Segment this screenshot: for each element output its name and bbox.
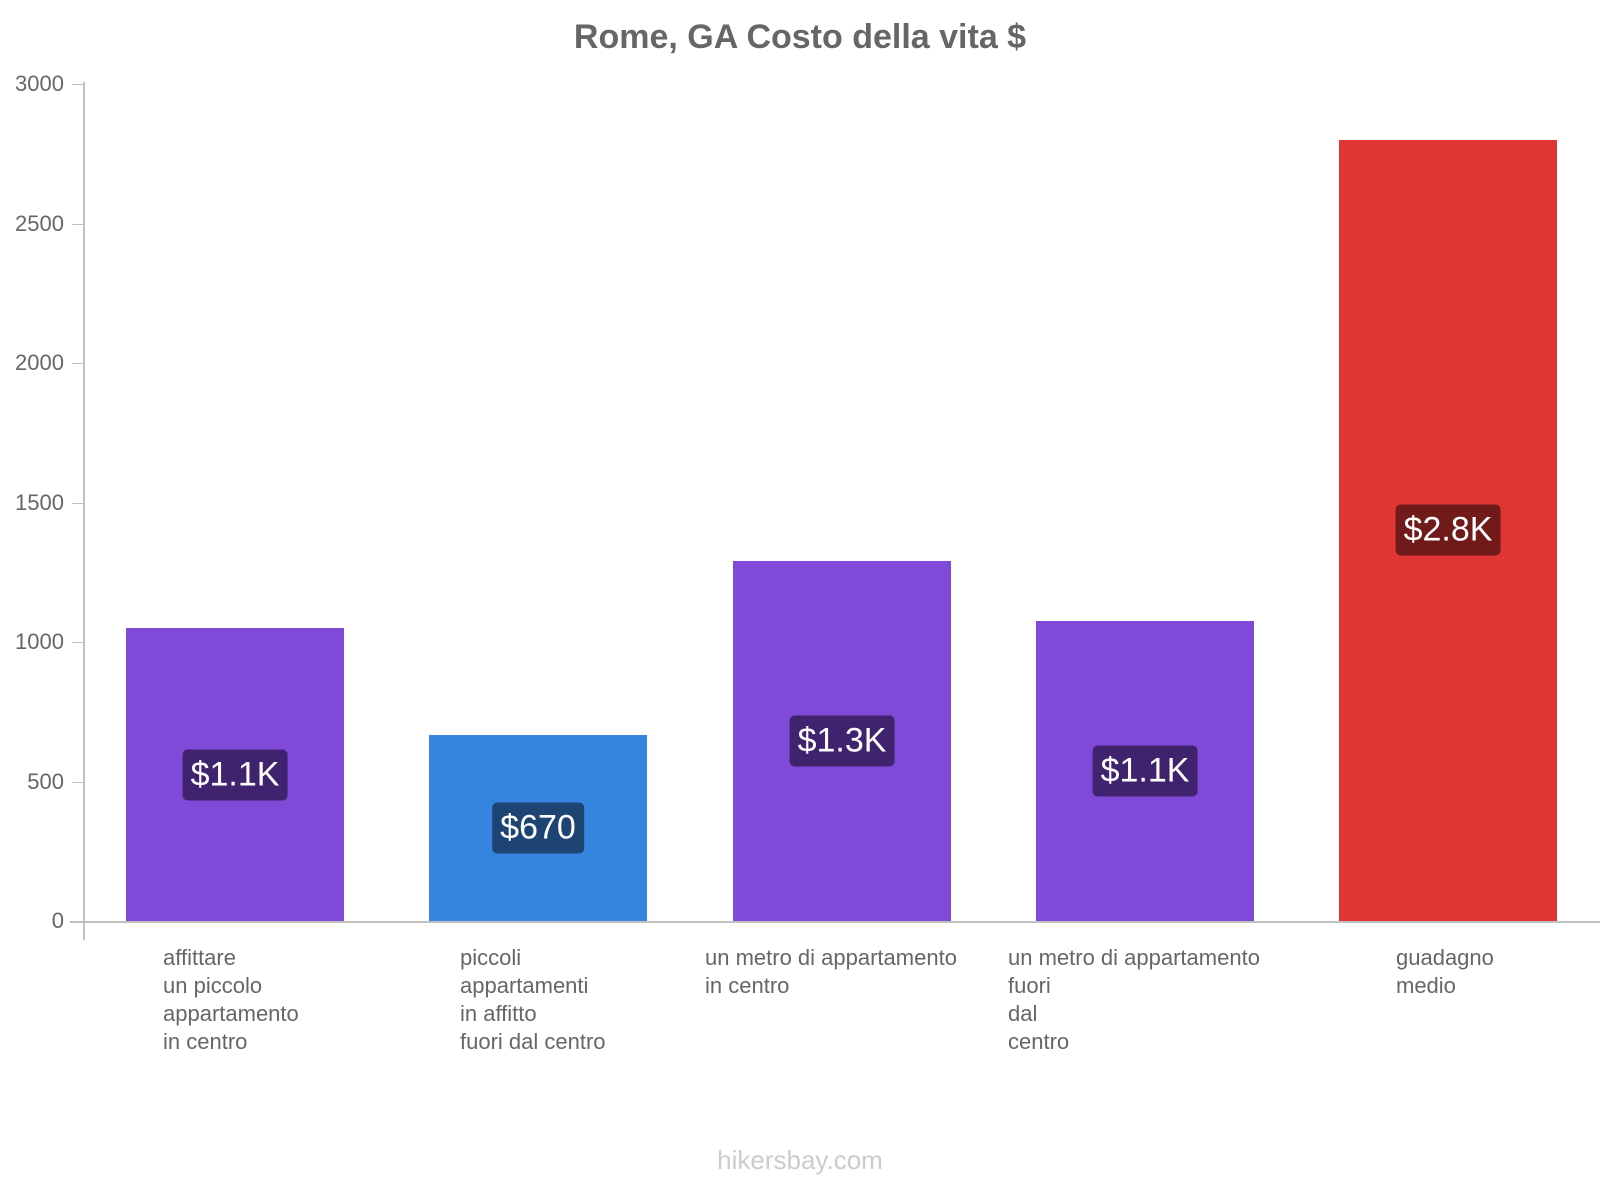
bar[interactable]: $1.1K: [126, 628, 344, 921]
x-axis: [70, 921, 1600, 923]
y-tick-label: 3000: [15, 71, 64, 96]
x-tick-label: affittare un piccolo appartamento in cen…: [163, 945, 299, 1054]
bar-value-label: $670: [492, 802, 584, 854]
chart-title: Rome, GA Costo della vita $: [573, 18, 1027, 56]
x-tick-label: un metro di appartamento fuori dal centr…: [1008, 945, 1260, 1054]
y-tick-mark: [72, 642, 84, 643]
y-tick-mark: [72, 781, 84, 783]
x-tick-label: un metro di appartamento in centro: [705, 945, 957, 998]
bar-value-label: $1.1K: [1092, 745, 1198, 797]
bar[interactable]: $2.8K: [1339, 139, 1557, 921]
x-tick-label: guadagno medio: [1396, 945, 1494, 998]
y-axis: [83, 82, 85, 940]
bar[interactable]: $1.3K: [733, 561, 951, 921]
y-tick-label: 2000: [15, 350, 64, 375]
y-tick-label: 500: [27, 768, 64, 794]
bar[interactable]: $1.1K: [1036, 621, 1254, 921]
y-tick-mark: [72, 223, 84, 225]
y-tick-mark: [72, 84, 84, 85]
watermark: hikersbay.com: [717, 1145, 883, 1175]
y-tick-label: 0: [51, 908, 64, 933]
bar-value-label: $2.8K: [1395, 504, 1501, 556]
y-tick-label: 1500: [15, 489, 64, 515]
bar[interactable]: $670: [429, 735, 647, 921]
x-tick-label: piccoli appartamenti in affitto fuori da…: [460, 945, 606, 1054]
y-tick-label: 1000: [15, 629, 64, 654]
y-tick-mark: [72, 921, 84, 922]
y-tick-label: 2500: [15, 210, 64, 236]
bar-value-label: $1.1K: [182, 749, 288, 801]
y-tick-mark: [72, 502, 84, 504]
bar-value-label: $1.3K: [789, 715, 895, 767]
y-tick-mark: [72, 363, 84, 364]
